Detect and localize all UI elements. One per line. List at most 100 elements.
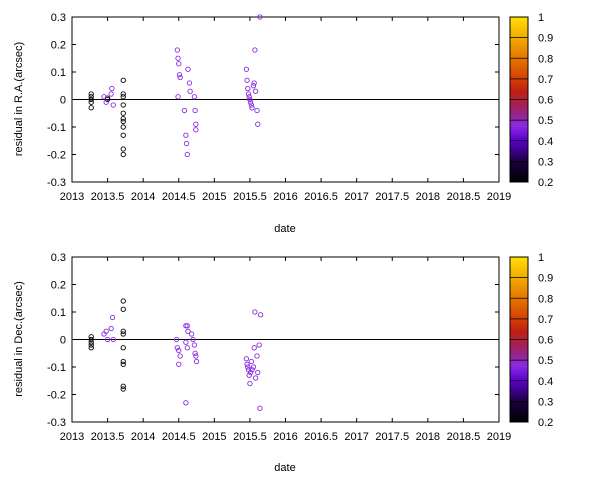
data-point [120, 361, 126, 367]
data-point [247, 96, 253, 103]
x-tick-label: 2016.5 [304, 191, 338, 203]
x-tick-label: 2013 [60, 191, 84, 203]
data-point [103, 99, 109, 105]
data-point [103, 328, 109, 334]
data-point [120, 116, 126, 122]
data-point [192, 107, 198, 114]
x-tick-label: 2018 [416, 191, 440, 203]
data-point [249, 367, 255, 373]
data-point [88, 94, 94, 100]
plot-marks [72, 14, 499, 158]
y-axis-ticks: -0.3 -0.2 -0.1 0 0.1 0.2 0.3 [47, 252, 499, 429]
colorbar-tick-label: 0.2 [538, 177, 553, 189]
data-point [250, 364, 257, 370]
data-point [120, 94, 126, 100]
data-point [248, 358, 254, 365]
data-point [175, 94, 181, 100]
x-tick-label: 2017 [344, 431, 368, 443]
y-tick-label: 0.3 [51, 12, 66, 24]
colorbar-tick-label: 1 [538, 252, 544, 264]
x-tick-label: 2014.5 [162, 431, 196, 443]
data-point [184, 323, 190, 329]
data-point [120, 132, 126, 138]
data-point [250, 83, 257, 89]
colorbar-tick-label: 0.6 [538, 335, 553, 347]
data-point [120, 118, 126, 125]
data-point [108, 325, 114, 332]
plot-marks [72, 298, 499, 411]
data-point [184, 151, 190, 158]
data-point [252, 375, 259, 381]
data-point [245, 364, 251, 370]
y-tick-label: 0 [60, 95, 66, 107]
x-tick-label: 2013 [60, 431, 84, 443]
data-point [176, 61, 182, 67]
data-point [120, 298, 126, 304]
x-tick-label: 2014 [131, 431, 155, 443]
data-point [120, 331, 126, 337]
colorbar-ticks: 0.2 0.3 0.4 0.5 0.6 0.7 0.8 0.9 1 [510, 12, 553, 189]
x-tick-label: 2016 [273, 431, 297, 443]
data-point [245, 85, 251, 92]
data-point [255, 369, 261, 376]
colorbar-tick-label: 0.4 [538, 376, 553, 388]
y-tick-label: 0.3 [51, 252, 66, 264]
data-point [120, 151, 126, 158]
x-tick-label: 2015.5 [233, 431, 267, 443]
data-point [183, 400, 189, 406]
data-point [175, 55, 181, 61]
data-point [256, 342, 262, 348]
y-tick-label: 0.1 [51, 307, 66, 319]
colorbar-tick-label: 1 [538, 12, 544, 24]
data-point [174, 47, 180, 53]
data-point [88, 105, 94, 111]
data-point [245, 91, 252, 97]
colorbar-tick-label: 0.8 [538, 53, 553, 65]
x-tick-label: 2018 [416, 431, 440, 443]
x-tick-label: 2019 [487, 191, 511, 203]
data-point [183, 339, 189, 345]
data-point [251, 80, 257, 86]
data-point [110, 336, 116, 343]
data-point [249, 105, 255, 111]
data-point [120, 146, 126, 152]
data-point [247, 99, 254, 105]
data-point [176, 361, 182, 367]
data-point [173, 336, 180, 343]
data-point [120, 77, 126, 83]
data-point [252, 88, 259, 94]
x-tick-label: 2014.5 [162, 191, 196, 203]
y-tick-label: -0.3 [47, 417, 66, 429]
data-point [246, 94, 252, 100]
data-point [120, 91, 126, 97]
data-point [104, 336, 111, 343]
colorbar-tick-label: 0.5 [538, 355, 553, 367]
data-point [185, 66, 191, 72]
y-tick-label: -0.2 [47, 150, 66, 162]
data-point [110, 102, 116, 108]
colorbar-tick-label: 0.4 [538, 136, 553, 148]
x-tick-label: 2015 [202, 191, 226, 203]
data-point [186, 80, 193, 86]
y-tick-label: 0 [60, 335, 66, 347]
colorbar-tick-label: 0.3 [538, 156, 553, 168]
y-tick-label: -0.2 [47, 390, 66, 402]
data-point [120, 110, 126, 116]
data-point [254, 107, 260, 114]
data-point [88, 336, 94, 343]
data-point [88, 345, 94, 351]
data-point [88, 96, 94, 103]
colorbar-tick-label: 0.9 [538, 33, 553, 45]
x-tick-label: 2017.5 [375, 191, 409, 203]
data-point [257, 312, 264, 318]
colorbar-tick-label: 0.2 [538, 417, 553, 429]
x-tick-label: 2019 [487, 431, 511, 443]
data-point [174, 345, 180, 351]
data-point [120, 124, 126, 130]
x-tick-label: 2018.5 [447, 191, 481, 203]
data-point [120, 306, 126, 312]
x-tick-label: 2018.5 [447, 431, 481, 443]
data-point [177, 353, 183, 359]
x-tick-label: 2016.5 [304, 431, 338, 443]
